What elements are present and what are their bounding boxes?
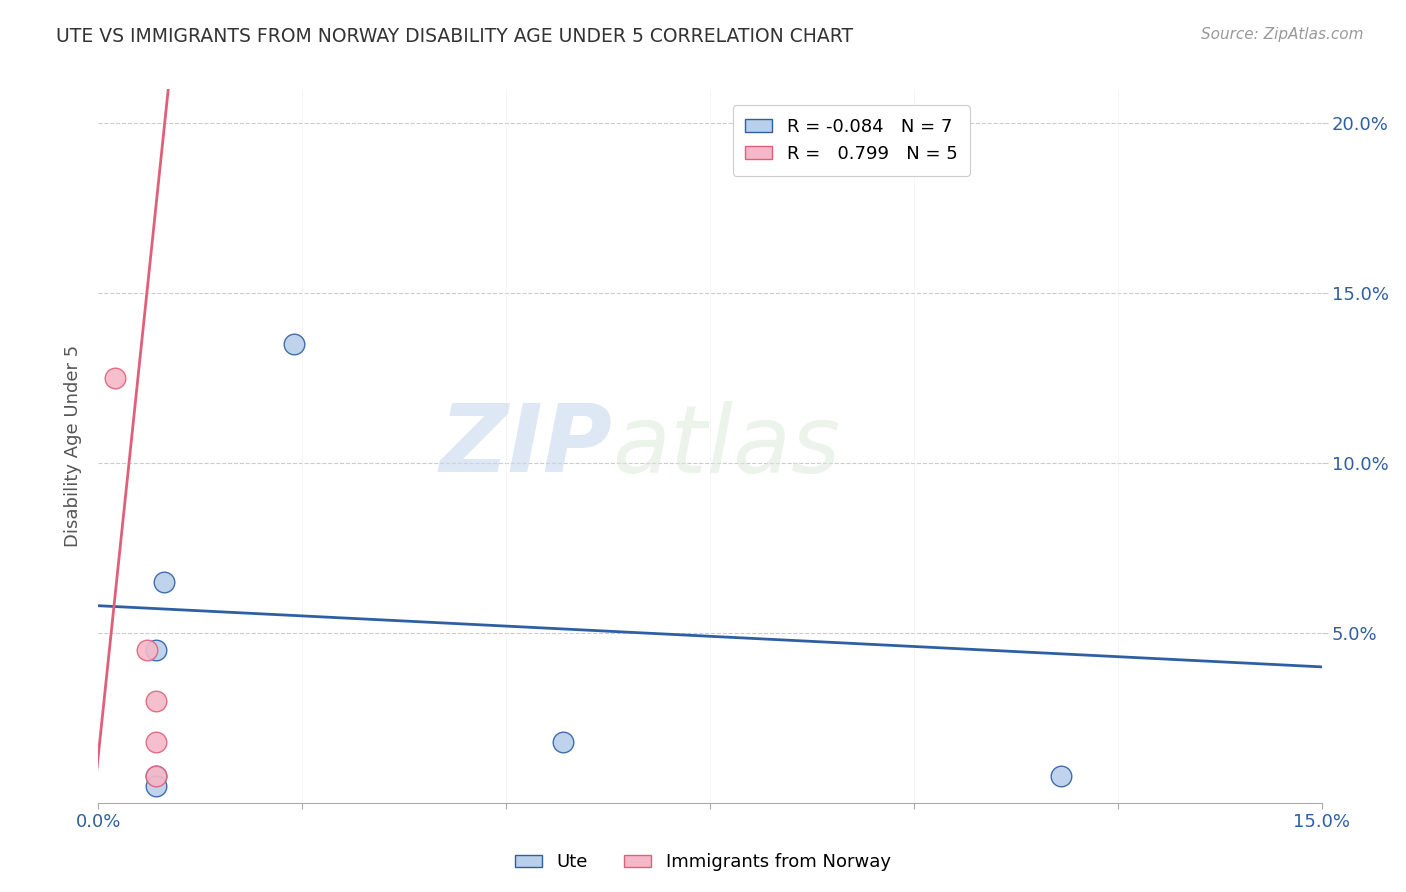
Point [553, 734, 575, 748]
Legend: R = -0.084   N = 7, R =   0.799   N = 5: R = -0.084 N = 7, R = 0.799 N = 5 [733, 105, 970, 176]
Point [145, 779, 167, 793]
Point [145, 643, 167, 657]
Point [145, 769, 167, 783]
Text: ZIP: ZIP [439, 400, 612, 492]
Legend: Ute, Immigrants from Norway: Ute, Immigrants from Norway [508, 847, 898, 879]
Point [136, 643, 159, 657]
Text: UTE VS IMMIGRANTS FROM NORWAY DISABILITY AGE UNDER 5 CORRELATION CHART: UTE VS IMMIGRANTS FROM NORWAY DISABILITY… [56, 27, 853, 45]
Point [145, 694, 167, 708]
Point [145, 769, 167, 783]
Point [152, 574, 174, 589]
Point [145, 734, 167, 748]
Text: Source: ZipAtlas.com: Source: ZipAtlas.com [1201, 27, 1364, 42]
Point [104, 371, 127, 385]
Text: atlas: atlas [612, 401, 841, 491]
Point [283, 337, 305, 351]
Y-axis label: Disability Age Under 5: Disability Age Under 5 [63, 345, 82, 547]
Point [1049, 769, 1071, 783]
